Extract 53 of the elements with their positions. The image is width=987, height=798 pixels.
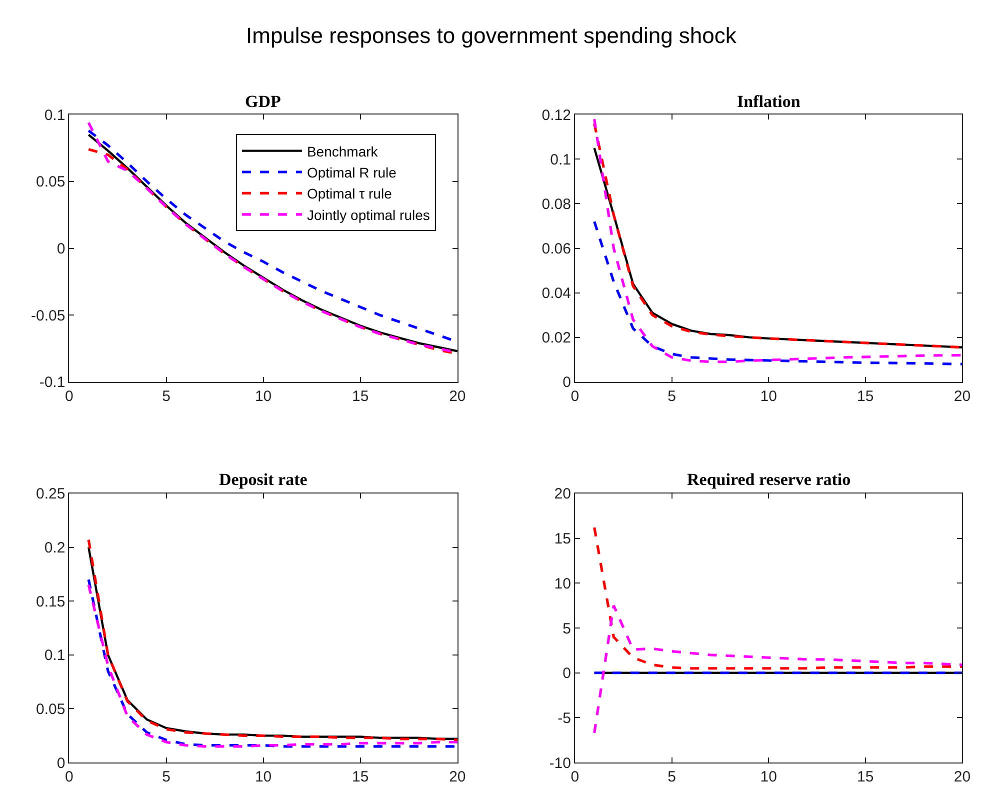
- chart-title: Required reserve ratio: [687, 470, 851, 489]
- x-tick-label: 20: [954, 388, 971, 405]
- y-tick-label: 0.05: [36, 700, 66, 718]
- y-tick-label: -10: [549, 754, 571, 772]
- legend-label: Jointly optimal rules: [306, 206, 430, 223]
- y-tick-label: 20: [554, 486, 571, 503]
- y-tick-label: -0.05: [30, 307, 66, 324]
- legend-label: Optimal τ rule: [306, 186, 392, 202]
- x-tick-label: 10: [254, 388, 272, 405]
- x-tick-label: 15: [857, 388, 874, 405]
- y-tick-label: 10: [554, 575, 571, 592]
- y-tick-label: 0: [562, 374, 571, 392]
- chart-title: Inflation: [737, 92, 801, 111]
- x-tick-label: 20: [954, 768, 971, 786]
- y-tick-label: 0: [562, 665, 571, 682]
- line-series: [593, 604, 962, 734]
- y-tick-label: 0: [56, 240, 66, 258]
- x-tick-label: 20: [449, 768, 466, 786]
- line-series: [593, 220, 962, 366]
- y-tick-label: 0.25: [36, 486, 66, 503]
- x-tick-label: 20: [449, 388, 466, 405]
- y-tick-label: 0.12: [542, 106, 571, 124]
- chart-title: Deposit rate: [219, 470, 308, 489]
- x-tick-label: 10: [760, 388, 777, 405]
- y-tick-label: 0.06: [542, 240, 571, 258]
- y-tick-label: 0.1: [550, 151, 571, 168]
- y-tick-label: 0.04: [542, 285, 571, 302]
- x-tick-label: 10: [254, 768, 272, 786]
- chart-title: GDP: [245, 92, 281, 111]
- y-tick-label: 0.2: [44, 540, 66, 557]
- text: Impulse responses to government spending shock: [246, 23, 738, 48]
- y-tick-label: 0: [56, 754, 66, 772]
- x-tick-label: 5: [162, 768, 170, 786]
- legend-label: Benchmark: [306, 143, 379, 160]
- x-tick-label: 5: [668, 388, 676, 405]
- y-tick-label: 0.1: [44, 647, 66, 664]
- x-tick-label: 10: [760, 768, 777, 786]
- y-tick-label: -0.1: [39, 374, 66, 392]
- y-tick-label: 0.15: [36, 593, 66, 610]
- y-tick-label: 15: [554, 530, 571, 548]
- legend-label: Optimal R rule: [306, 164, 397, 180]
- x-tick-label: 5: [668, 768, 676, 786]
- y-tick-label: 0.1: [44, 106, 66, 124]
- y-tick-label: 0.05: [36, 174, 66, 191]
- x-tick-label: 5: [162, 388, 170, 405]
- x-tick-label: 15: [352, 768, 369, 786]
- y-tick-label: 0.02: [542, 330, 571, 347]
- y-tick-label: 5: [562, 620, 571, 638]
- y-tick-label: 0.08: [542, 196, 571, 213]
- x-tick-label: 15: [352, 388, 369, 405]
- x-tick-label: 15: [857, 768, 874, 786]
- y-tick-label: -5: [558, 710, 571, 727]
- line-series: [593, 526, 962, 670]
